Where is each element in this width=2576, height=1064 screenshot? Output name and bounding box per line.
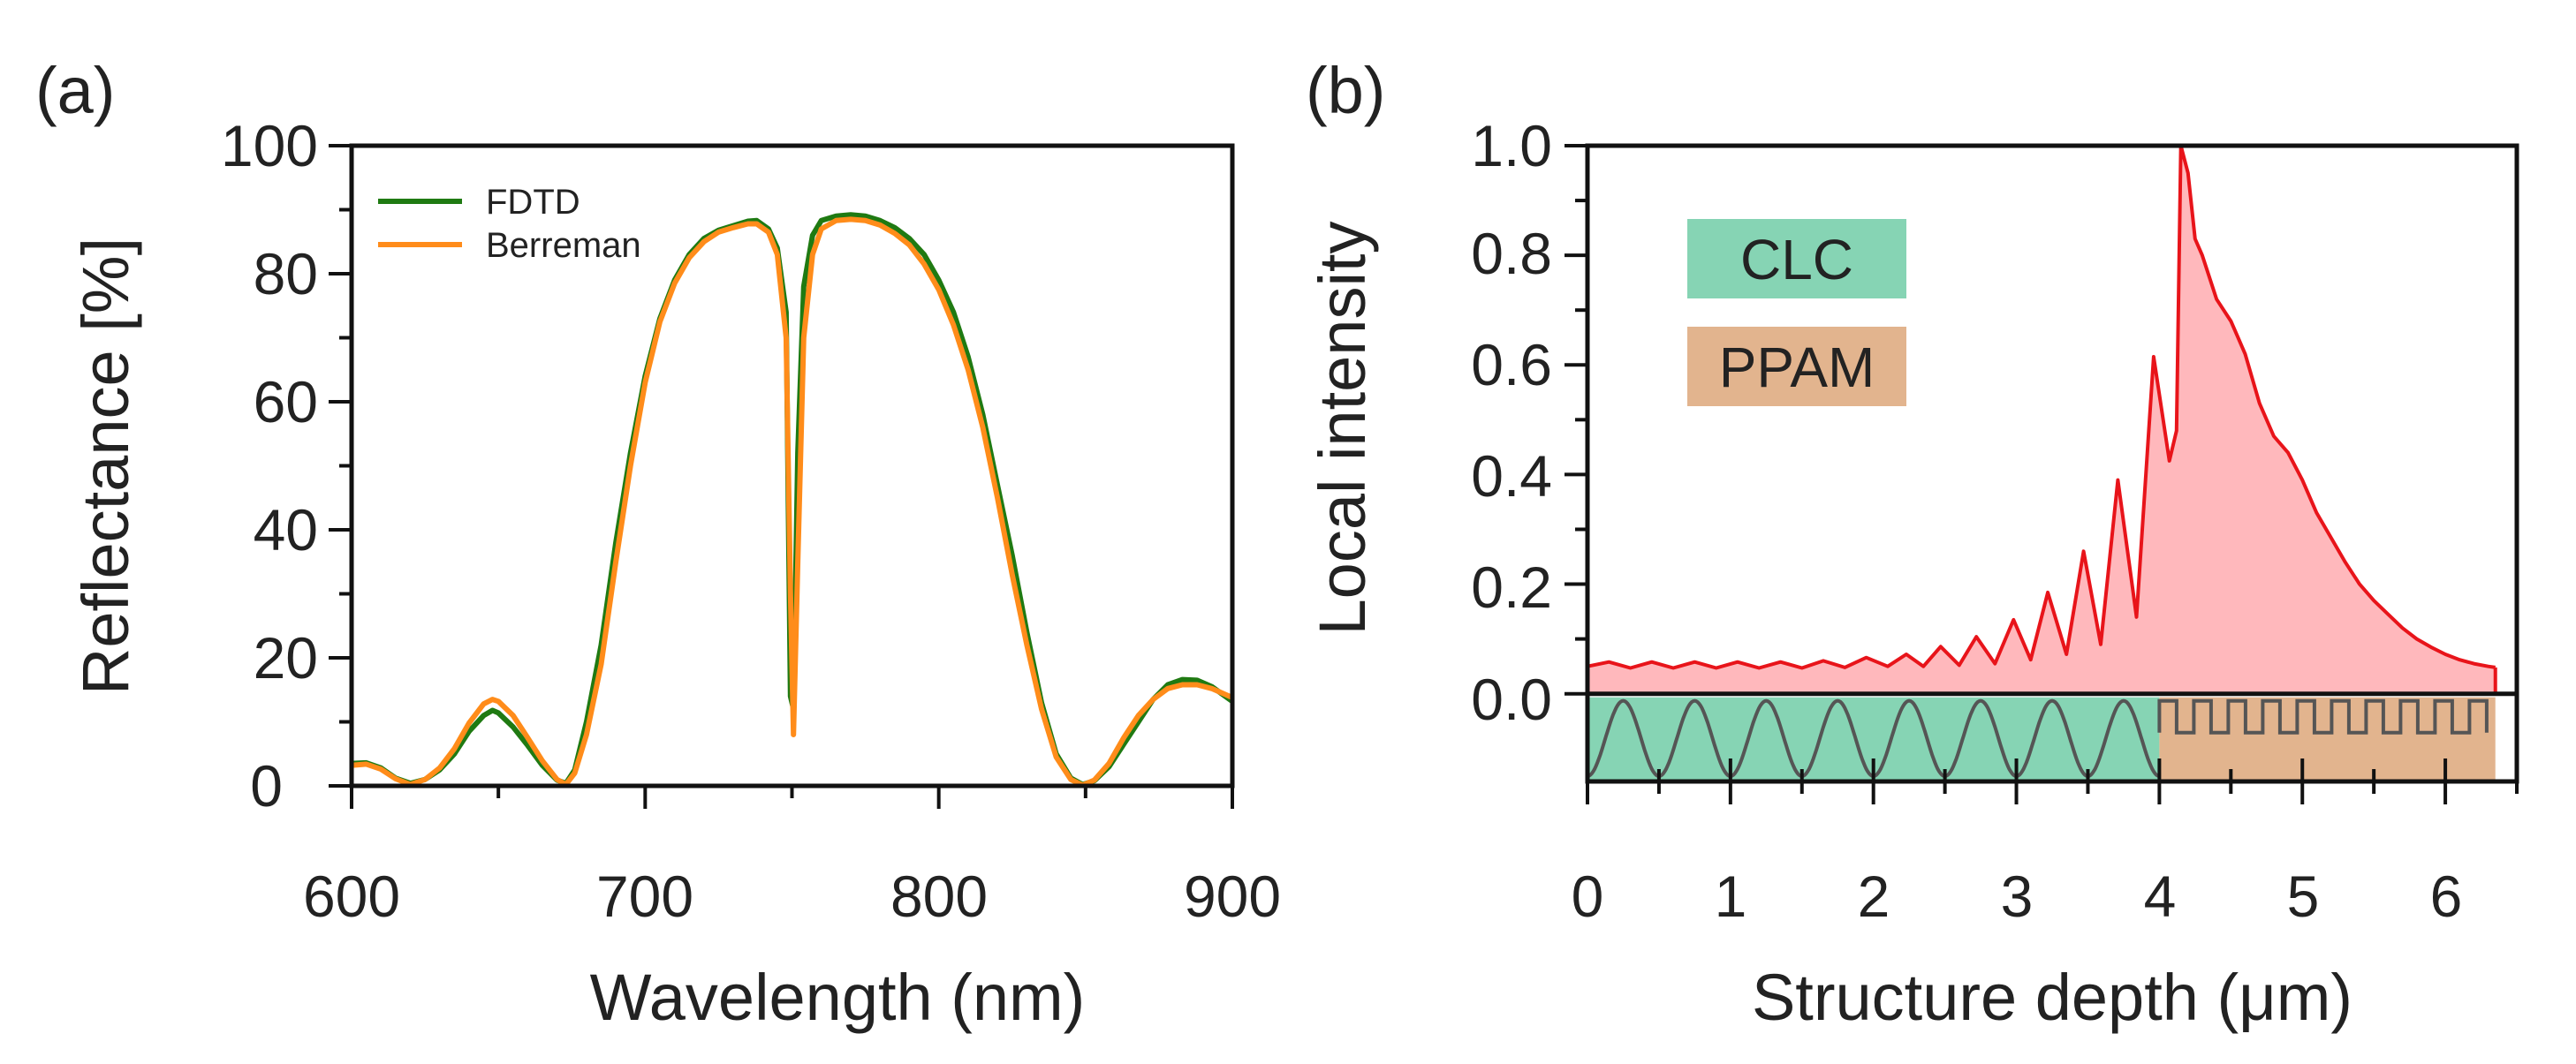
panel-b-legend: CLC PPAM xyxy=(1687,219,1906,406)
panel-b-xtick-label: 1 xyxy=(1715,864,1747,929)
panel-b-xtick-label: 6 xyxy=(2430,864,2463,929)
legend-label-ppam: PPAM xyxy=(1719,336,1875,399)
panel-b-ytick-label: 0.4 xyxy=(1471,443,1552,509)
layer-ppam-band xyxy=(2159,697,2496,780)
legend-box-ppam xyxy=(1687,327,1906,406)
panel-b-ticks xyxy=(1565,144,2519,804)
panel-b-label: (b) xyxy=(1306,54,1385,127)
panel-b-xtick-label: 5 xyxy=(2287,864,2320,929)
panel-a-ytick-label: 100 xyxy=(221,113,318,178)
intensity-line xyxy=(1587,144,2496,670)
panel-b-ytick-label: 0.2 xyxy=(1471,555,1552,620)
ppam-layer-pattern xyxy=(2157,698,2489,735)
panel-a-xtick-label: 600 xyxy=(303,864,400,929)
legend-label-fdtd: FDTD xyxy=(486,183,580,222)
panel-a-xtick-label: 900 xyxy=(1184,864,1281,929)
panel-a-series-group xyxy=(351,212,1234,789)
panel-a-x-axis-title: Wavelength (nm) xyxy=(590,961,1086,1034)
panel-b-ytick-label: 1.0 xyxy=(1471,113,1552,178)
panel-b-plot-frame xyxy=(1585,143,2519,784)
panel-a-xtick-label: 800 xyxy=(890,864,988,929)
panel-b-ytick-label: 0.0 xyxy=(1471,667,1552,732)
intensity-area xyxy=(1587,146,2496,694)
legend-label-berreman: Berreman xyxy=(486,226,641,265)
panel-b-ytick-label: 0.6 xyxy=(1471,332,1552,397)
panel-a-ticks xyxy=(329,144,1234,809)
legend-box-clc xyxy=(1687,219,1906,298)
panel-a: (a) 600 700 800 900 0 20 40 60 80 100 Wa… xyxy=(35,54,1281,1034)
panel-a-legend: FDTD Berreman xyxy=(378,183,641,265)
panel-a-ytick-label: 0 xyxy=(250,753,283,819)
panel-a-ytick-label: 80 xyxy=(254,241,318,306)
panel-b-xtick-label: 0 xyxy=(1572,864,1604,929)
panel-b-ytick-label: 0.8 xyxy=(1471,221,1552,286)
panel-a-ytick-label: 40 xyxy=(254,497,318,562)
legend-label-clc: CLC xyxy=(1740,228,1853,291)
panel-b-xtick-label: 4 xyxy=(2144,864,2177,929)
panel-a-ytick-label: 20 xyxy=(254,625,318,690)
panel-b-xtick-label: 3 xyxy=(2001,864,2034,929)
panel-a-y-axis-title: Reflectance [%] xyxy=(69,238,142,695)
panel-a-xtick-label: 700 xyxy=(596,864,693,929)
panel-b-x-axis-title: Structure depth (μm) xyxy=(1752,961,2352,1034)
panel-b-y-axis-title: Local intensity xyxy=(1306,222,1379,636)
panel-a-label: (a) xyxy=(35,54,115,127)
panel-a-ytick-label: 60 xyxy=(254,369,318,434)
series-line-berreman xyxy=(351,216,1234,789)
panel-b: (b) 0 1 2 3 4 5 6 0.0 0.2 0.4 0.6 0.8 1.… xyxy=(1306,54,2519,1034)
panel-b-xtick-label: 2 xyxy=(1858,864,1890,929)
panel-b-series-group xyxy=(1587,144,2497,694)
